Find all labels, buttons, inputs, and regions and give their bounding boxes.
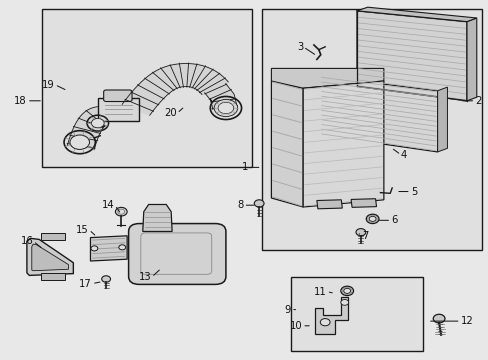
Text: 20: 20 [164, 108, 177, 118]
Polygon shape [466, 18, 476, 101]
Text: 7: 7 [361, 231, 367, 241]
Text: 19: 19 [42, 80, 55, 90]
Circle shape [432, 314, 444, 323]
FancyBboxPatch shape [98, 98, 139, 121]
Circle shape [70, 135, 89, 149]
Circle shape [218, 102, 233, 114]
Polygon shape [316, 200, 342, 209]
Polygon shape [303, 81, 383, 207]
Bar [261, 9, 481, 250]
Text: 1: 1 [242, 162, 248, 172]
Circle shape [254, 200, 264, 207]
Circle shape [340, 286, 353, 296]
Text: 14: 14 [102, 200, 115, 210]
Circle shape [91, 118, 104, 128]
Polygon shape [356, 11, 466, 101]
Circle shape [320, 319, 329, 326]
Polygon shape [27, 238, 73, 275]
Circle shape [366, 214, 378, 224]
Circle shape [355, 229, 365, 236]
FancyBboxPatch shape [128, 224, 225, 284]
Polygon shape [350, 199, 376, 207]
Text: 2: 2 [474, 96, 481, 106]
Text: 12: 12 [460, 316, 472, 326]
Polygon shape [32, 244, 68, 271]
Text: 17: 17 [79, 279, 92, 289]
Polygon shape [142, 204, 172, 231]
Bar [41, 9, 251, 167]
Polygon shape [271, 68, 383, 88]
Polygon shape [437, 87, 447, 152]
Bar [290, 277, 422, 351]
Circle shape [368, 216, 375, 221]
Circle shape [340, 300, 348, 305]
Circle shape [91, 246, 98, 251]
Circle shape [214, 99, 237, 117]
Circle shape [343, 288, 350, 293]
Text: 4: 4 [400, 150, 407, 160]
FancyBboxPatch shape [41, 233, 64, 240]
Text: 6: 6 [390, 215, 397, 225]
Text: 8: 8 [237, 200, 243, 210]
Polygon shape [67, 107, 107, 150]
Polygon shape [271, 81, 303, 207]
Text: 10: 10 [289, 321, 302, 331]
Text: 9: 9 [284, 305, 290, 315]
Circle shape [102, 276, 110, 282]
Polygon shape [122, 63, 228, 115]
Text: 18: 18 [14, 96, 27, 106]
Text: 5: 5 [410, 186, 416, 197]
Text: 3: 3 [296, 42, 303, 52]
Polygon shape [204, 84, 237, 109]
Polygon shape [315, 297, 347, 334]
Circle shape [119, 245, 125, 250]
Text: 16: 16 [20, 236, 33, 246]
Polygon shape [320, 76, 437, 152]
Polygon shape [90, 236, 127, 261]
Text: 11: 11 [313, 287, 326, 297]
Polygon shape [356, 7, 476, 22]
Circle shape [115, 207, 127, 216]
Circle shape [118, 209, 124, 214]
FancyBboxPatch shape [41, 273, 64, 280]
FancyBboxPatch shape [103, 90, 132, 102]
Text: 13: 13 [139, 272, 151, 282]
Text: 15: 15 [76, 225, 89, 235]
